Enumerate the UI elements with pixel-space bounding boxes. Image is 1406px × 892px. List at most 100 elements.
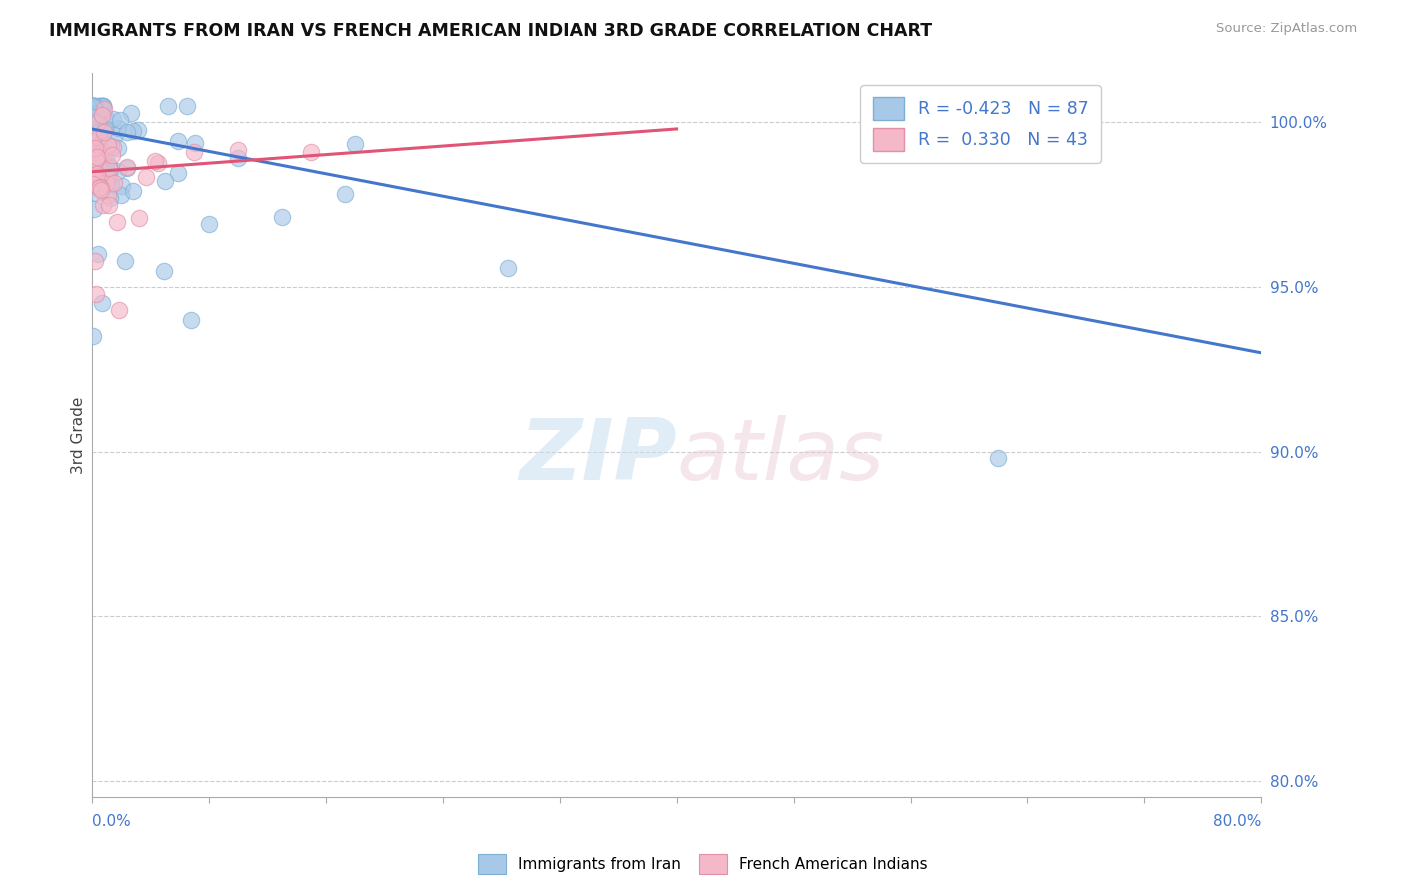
Point	[86, 150, 108, 164]
Point	[127, 122, 149, 136]
Point	[153, 174, 176, 188]
Point	[84, 110, 107, 124]
Point	[87, 115, 110, 129]
Point	[84, 141, 107, 155]
Point	[146, 156, 169, 170]
Point	[84, 107, 107, 121]
Point	[82, 164, 104, 178]
Point	[167, 166, 190, 180]
Point	[107, 164, 129, 178]
Y-axis label: 3rd Grade: 3rd Grade	[72, 396, 86, 474]
Point	[107, 303, 129, 318]
Point	[97, 161, 120, 176]
Point	[83, 136, 105, 151]
Point	[82, 169, 104, 184]
Point	[94, 176, 117, 190]
Point	[86, 161, 108, 175]
Point	[97, 138, 120, 153]
Point	[84, 253, 107, 268]
Point	[83, 114, 105, 128]
Point	[87, 247, 110, 261]
Point	[84, 129, 107, 144]
Point	[152, 263, 174, 277]
Point	[94, 121, 117, 136]
Point	[82, 138, 104, 153]
Point	[84, 178, 107, 193]
Point	[115, 125, 138, 139]
Point	[114, 253, 136, 268]
Point	[91, 102, 114, 116]
Point	[103, 176, 125, 190]
Point	[82, 174, 104, 188]
Point	[86, 175, 108, 189]
Point	[183, 145, 205, 160]
Point	[197, 217, 219, 231]
Point	[110, 187, 132, 202]
Point	[84, 186, 107, 200]
Text: 80.0%: 80.0%	[1213, 814, 1261, 829]
Point	[83, 99, 105, 113]
Point	[299, 145, 322, 159]
Point	[83, 202, 105, 216]
Point	[108, 113, 131, 128]
Point	[176, 99, 198, 113]
Point	[91, 296, 114, 310]
Point	[121, 184, 143, 198]
Point	[89, 160, 111, 174]
Point	[82, 177, 104, 191]
Point	[91, 99, 114, 113]
Point	[91, 99, 114, 113]
Point	[86, 153, 108, 167]
Point	[98, 159, 121, 173]
Point	[180, 313, 202, 327]
Point	[82, 99, 104, 113]
Point	[86, 128, 108, 142]
Point	[107, 121, 129, 136]
Point	[117, 160, 139, 174]
Point	[93, 110, 115, 124]
Point	[226, 143, 249, 157]
Point	[134, 169, 156, 184]
Point	[343, 136, 366, 151]
Point	[94, 161, 117, 175]
Point	[82, 141, 104, 155]
Point	[121, 124, 143, 138]
Point	[115, 161, 138, 175]
Point	[104, 128, 127, 143]
Point	[83, 161, 105, 176]
Text: IMMIGRANTS FROM IRAN VS FRENCH AMERICAN INDIAN 3RD GRADE CORRELATION CHART: IMMIGRANTS FROM IRAN VS FRENCH AMERICAN …	[49, 22, 932, 40]
Point	[110, 178, 132, 193]
Point	[89, 145, 111, 159]
Point	[103, 139, 125, 153]
Point	[105, 215, 128, 229]
Point	[91, 99, 114, 113]
Point	[184, 136, 207, 151]
Point	[97, 197, 120, 211]
Point	[83, 125, 105, 139]
Point	[335, 187, 357, 202]
Point	[167, 134, 190, 148]
Text: Source: ZipAtlas.com: Source: ZipAtlas.com	[1216, 22, 1357, 36]
Point	[90, 99, 112, 113]
Point	[143, 153, 166, 168]
Point	[128, 211, 150, 225]
Point	[101, 112, 124, 126]
Point	[93, 125, 115, 139]
Text: atlas: atlas	[676, 416, 884, 499]
Point	[498, 261, 520, 276]
Point	[86, 167, 108, 181]
Text: ZIP: ZIP	[519, 416, 676, 499]
Point	[91, 198, 114, 212]
Point	[91, 99, 114, 113]
Point	[226, 151, 249, 165]
Point	[82, 111, 104, 125]
Point	[987, 451, 1010, 466]
Point	[90, 162, 112, 177]
Point	[107, 141, 129, 155]
Point	[83, 116, 105, 130]
Point	[84, 99, 107, 113]
Point	[90, 180, 112, 194]
Point	[87, 120, 110, 134]
Point	[89, 118, 111, 132]
Point	[93, 102, 115, 116]
